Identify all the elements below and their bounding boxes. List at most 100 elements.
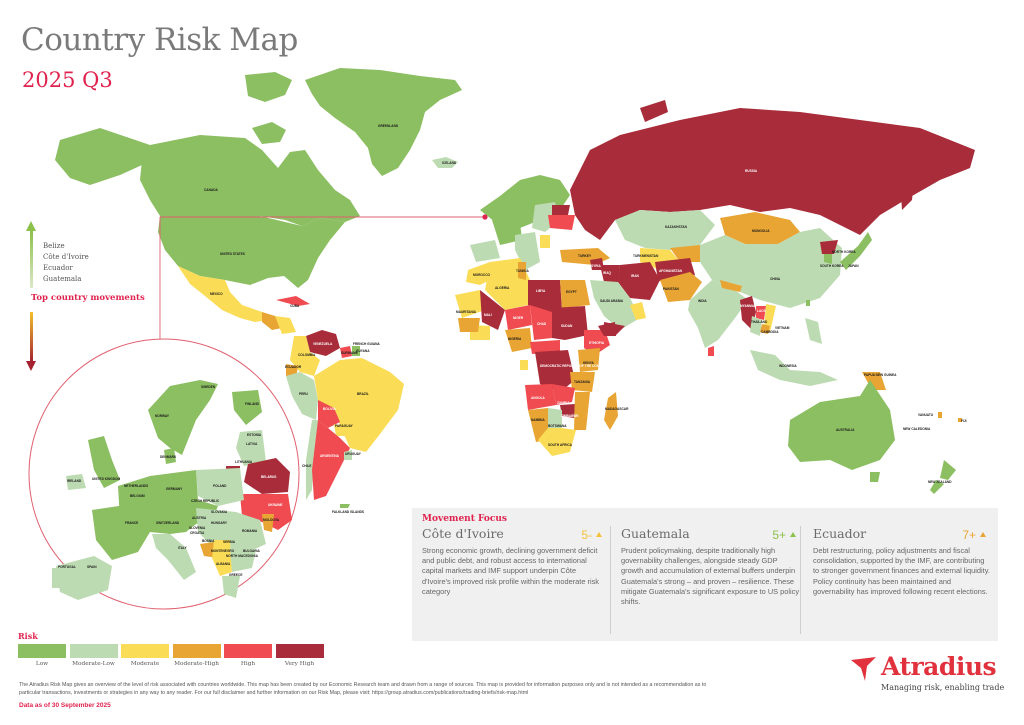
country-ukraine[interactable] — [240, 494, 292, 530]
svg-text:LITHUANIA: LITHUANIA — [235, 460, 253, 464]
country-niger[interactable] — [505, 305, 532, 330]
country-namibia[interactable] — [528, 408, 548, 442]
legend-item-high: High — [224, 644, 272, 667]
svg-text:TURKMENISTAN: TURKMENISTAN — [633, 254, 659, 258]
country-nigeria[interactable] — [505, 328, 532, 352]
svg-text:UKRAINE: UKRAINE — [268, 503, 283, 507]
svg-text:SOUTH AFRICA: SOUTH AFRICA — [548, 443, 573, 447]
country-iceland[interactable] — [432, 157, 458, 168]
country-ethiopia[interactable] — [584, 330, 610, 355]
country-argentina[interactable] — [312, 420, 350, 500]
svg-text:FALKLAND ISLANDS: FALKLAND ISLANDS — [332, 510, 364, 514]
country-peru[interactable] — [286, 372, 318, 420]
country-bolivia[interactable] — [318, 400, 340, 428]
svg-text:NEW ZEALAND: NEW ZEALAND — [928, 480, 952, 484]
top-country-movements: Belize Côte d'Ivoire Ecuador Guatemala T… — [24, 221, 174, 372]
country-saudi-arabia[interactable] — [590, 280, 640, 330]
svg-text:VIETNAM: VIETNAM — [775, 326, 790, 330]
svg-text:ANGOLA: ANGOLA — [531, 396, 546, 400]
svg-text:CZECH REPUBLIC: CZECH REPUBLIC — [191, 499, 220, 503]
svg-text:MYANMAR: MYANMAR — [740, 304, 757, 308]
svg-text:SLOVAKIA: SLOVAKIA — [211, 510, 228, 514]
svg-text:MAURITANIA: MAURITANIA — [456, 310, 477, 314]
svg-text:AFGHANISTAN: AFGHANISTAN — [659, 269, 683, 273]
country-libya[interactable] — [528, 280, 562, 315]
svg-text:KENYA: KENYA — [583, 361, 595, 365]
svg-text:COLOMBIA: COLOMBIA — [298, 353, 316, 357]
country-japan[interactable] — [840, 232, 872, 270]
svg-text:TURKEY: TURKEY — [578, 254, 592, 258]
svg-text:SWITZERLAND: SWITZERLAND — [156, 521, 180, 525]
country-chile[interactable] — [306, 420, 318, 500]
focus-country-name: Ecuador — [813, 526, 867, 541]
svg-text:SURINAME: SURINAME — [341, 351, 358, 355]
svg-text:KAZAKHSTAN: KAZAKHSTAN — [665, 225, 688, 229]
svg-text:IRELAND: IRELAND — [67, 479, 82, 483]
focus-country-name: Côte d'Ivoire — [422, 526, 504, 541]
svg-text:UNITED KINGDOM: UNITED KINGDOM — [92, 477, 121, 481]
country-indonesia[interactable] — [750, 350, 838, 386]
page-title: Country Risk Map — [21, 22, 298, 58]
legend-item-moderate-high: Moderate-High — [172, 644, 221, 667]
svg-text:BELGIUM: BELGIUM — [130, 494, 145, 498]
country-tanzania[interactable] — [570, 372, 595, 392]
svg-text:LIBYA: LIBYA — [536, 289, 546, 293]
country-australia[interactable] — [788, 380, 895, 470]
legend-swatch — [18, 644, 66, 658]
country-egypt[interactable] — [560, 280, 590, 308]
svg-text:SLOVENIA: SLOVENIA — [189, 526, 206, 530]
country-mali[interactable] — [480, 290, 505, 330]
svg-text:ZAMBIA: ZAMBIA — [557, 401, 570, 405]
svg-text:ZIMBABWE: ZIMBABWE — [561, 414, 579, 418]
svg-text:SPAIN: SPAIN — [87, 565, 97, 569]
country-canada[interactable] — [140, 135, 360, 226]
svg-text:CHILE: CHILE — [302, 464, 312, 468]
svg-text:MADAGASCAR: MADAGASCAR — [605, 407, 629, 411]
country-india[interactable] — [688, 280, 748, 348]
country-canada-islands[interactable] — [245, 72, 292, 102]
country-chad[interactable] — [530, 305, 552, 340]
country-kenya[interactable] — [578, 348, 600, 372]
country-zambia[interactable] — [552, 384, 575, 405]
svg-text:EGYPT: EGYPT — [566, 290, 577, 294]
country-north-korea[interactable] — [820, 240, 838, 254]
svg-text:THAILAND: THAILAND — [751, 320, 768, 324]
country-kazakhstan[interactable] — [615, 210, 715, 250]
svg-text:BOSNIA: BOSNIA — [202, 539, 215, 543]
country-new-zealand[interactable] — [940, 460, 956, 480]
country-cuba[interactable] — [276, 296, 310, 306]
country-russia[interactable] — [570, 108, 975, 240]
country-madagascar[interactable] — [604, 392, 618, 430]
country-angola[interactable] — [525, 384, 556, 410]
svg-text:ETHIOPIA: ETHIOPIA — [589, 341, 605, 345]
country-united-states[interactable] — [158, 216, 345, 288]
country-belarus[interactable] — [244, 458, 290, 494]
country-sudan[interactable] — [552, 306, 588, 340]
country-mexico[interactable] — [178, 266, 268, 322]
page-subtitle-quarter: 2025 Q3 — [22, 68, 113, 92]
country-mongolia[interactable] — [720, 212, 800, 244]
country-pakistan[interactable] — [660, 272, 702, 302]
svg-text:SAUDI ARABIA: SAUDI ARABIA — [600, 299, 624, 303]
svg-text:ITALY: ITALY — [178, 546, 188, 550]
country-iran[interactable] — [618, 262, 660, 300]
country-south-africa[interactable] — [538, 428, 576, 456]
country-venezuela[interactable] — [306, 330, 340, 356]
legend-item-low: Low — [18, 644, 66, 667]
svg-text:PAKISTAN: PAKISTAN — [663, 287, 680, 291]
country-botswana[interactable] — [548, 408, 562, 428]
country-papua-new-guinea[interactable] — [862, 372, 886, 390]
svg-text:ARGENTINA: ARGENTINA — [320, 454, 340, 458]
svg-text:AUSTRIA: AUSTRIA — [192, 516, 207, 520]
country-brazil[interactable] — [314, 358, 404, 452]
country-dr-congo[interactable] — [535, 350, 575, 392]
focus-description: Debt restructuring, policy adjustments a… — [813, 546, 990, 596]
svg-text:TUNISIA: TUNISIA — [516, 269, 529, 273]
svg-text:NORWAY: NORWAY — [155, 414, 170, 418]
country-mauritania[interactable] — [455, 290, 485, 318]
legend-item-moderate: Moderate — [121, 644, 169, 667]
country-greenland[interactable] — [305, 68, 462, 176]
svg-text:UNITED STATES: UNITED STATES — [220, 252, 245, 256]
country-zimbabwe[interactable] — [560, 404, 575, 418]
logo-tagline: Managing risk, enabling trade — [881, 683, 1005, 692]
